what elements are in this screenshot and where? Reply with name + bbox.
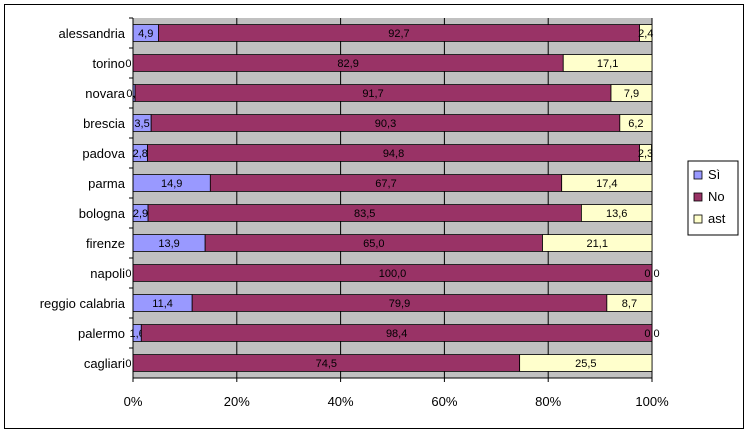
category-label-padova: padova (82, 146, 125, 161)
category-label-torino: torino (92, 56, 125, 71)
bar-firenze-ast (542, 234, 653, 252)
data-label-firenze-s: 13,9 (158, 238, 179, 250)
data-label-palermo-no: 98,4 (386, 328, 407, 340)
category-label-reggio-calabria: reggio calabria (40, 296, 126, 311)
data-label-firenze-no: 65,0 (363, 238, 384, 250)
bar-brescia-ast (619, 114, 653, 132)
category-label-parma: parma (88, 176, 126, 191)
data-label-napoli-ast: 0,0 (644, 268, 659, 280)
bar-padova-ast (639, 144, 652, 162)
bar-torino-ast (562, 54, 653, 72)
x-tick-label-80: 80% (535, 394, 561, 409)
category-label-napoli: napoli (90, 266, 125, 281)
data-label-torino-ast: 17,1 (597, 58, 618, 70)
legend-label-s: Sì (708, 167, 720, 182)
bar-bologna-ast (581, 204, 653, 222)
category-label-firenze: firenze (86, 236, 125, 251)
x-tick-label-20: 20% (224, 394, 250, 409)
data-label-alessandria-ast: 2,4 (638, 28, 653, 40)
data-label-bologna-ast: 13,6 (606, 208, 627, 220)
data-label-torino-no: 82,9 (337, 58, 358, 70)
category-label-palermo: palermo (78, 326, 125, 341)
data-label-parma-ast: 17,4 (596, 178, 617, 190)
x-tick-label-0: 0% (124, 394, 143, 409)
bar-novara-ast (610, 84, 653, 102)
data-label-firenze-ast: 21,1 (587, 238, 608, 250)
data-label-padova-s: 2,8 (133, 148, 148, 160)
data-label-brescia-ast: 6,2 (628, 118, 643, 130)
data-label-parma-no: 67,7 (375, 178, 396, 190)
category-label-alessandria: alessandria (59, 26, 126, 41)
legend-swatch-ssi (693, 170, 703, 180)
x-tick-label-60: 60% (431, 394, 457, 409)
x-tick-label-40: 40% (328, 394, 354, 409)
category-label-brescia: brescia (83, 116, 126, 131)
category-label-cagliari: cagliari (84, 356, 125, 371)
category-label-novara: novara (85, 86, 126, 101)
data-label-bologna-no: 83,5 (354, 208, 375, 220)
plot-area (133, 18, 652, 378)
legend-swatch-no (693, 192, 703, 202)
data-label-alessandria-no: 92,7 (388, 28, 409, 40)
data-label-parma-s: 14,9 (161, 178, 182, 190)
data-label-novara-no: 91,7 (362, 88, 383, 100)
data-label-bologna-s: 2,9 (133, 208, 148, 220)
legend-label-ast: ast (708, 211, 726, 226)
bar-alessandria-ast (639, 24, 653, 42)
data-label-reggio-calabria-no: 79,9 (389, 298, 410, 310)
bar-parma-ast (561, 174, 653, 192)
data-label-reggio-calabria-s: 11,4 (152, 298, 173, 310)
bar-cagliari-ast (519, 354, 653, 372)
bar-reggio-calabria-ast (606, 294, 653, 312)
legend-swatch-ast (693, 214, 703, 224)
data-label-cagliari-ast: 25,5 (575, 358, 596, 370)
data-label-novara-ast: 7,9 (624, 88, 639, 100)
legend-label-no: No (708, 189, 725, 204)
data-label-padova-ast: 2,3 (638, 148, 653, 160)
data-label-cagliari-no: 74,5 (316, 358, 337, 370)
data-label-brescia-no: 90,3 (375, 118, 396, 130)
x-tick-label-100: 100% (635, 394, 669, 409)
data-label-alessandria-s: 4,9 (138, 28, 153, 40)
bar-palermo-no (140, 324, 653, 342)
data-label-padova-no: 94,8 (383, 148, 404, 160)
data-label-palermo-ast: 0,0 (644, 328, 659, 340)
data-label-brescia-s: 3,5 (134, 118, 149, 130)
category-label-bologna: bologna (79, 206, 126, 221)
data-label-napoli-no: 100,0 (379, 268, 407, 280)
data-label-reggio-calabria-ast: 8,7 (622, 298, 637, 310)
